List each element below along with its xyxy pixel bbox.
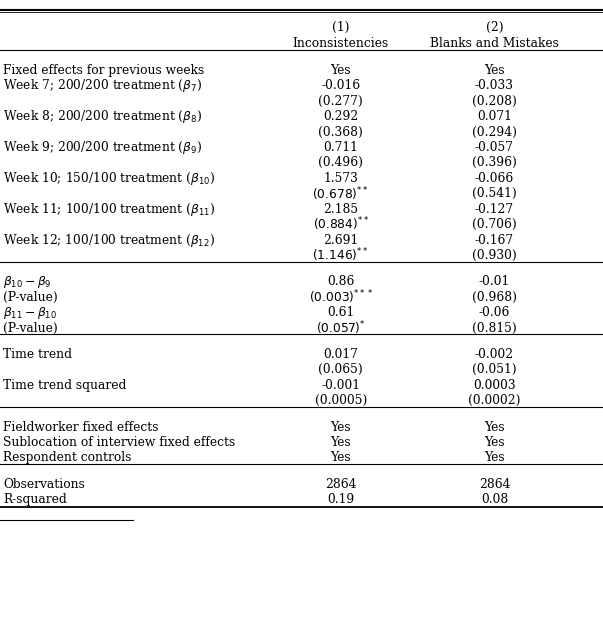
Text: -0.127: -0.127 xyxy=(475,203,514,216)
Text: -0.033: -0.033 xyxy=(475,79,514,93)
Text: Yes: Yes xyxy=(330,64,351,77)
Text: -0.01: -0.01 xyxy=(479,275,510,288)
Text: Week 8; 200/200 treatment ($\beta_8$): Week 8; 200/200 treatment ($\beta_8$) xyxy=(3,108,202,125)
Text: (0.541): (0.541) xyxy=(472,187,517,200)
Text: Respondent controls: Respondent controls xyxy=(3,451,131,465)
Text: 0.08: 0.08 xyxy=(481,493,508,506)
Text: -0.057: -0.057 xyxy=(475,141,514,154)
Text: -0.002: -0.002 xyxy=(475,348,514,361)
Text: Fixed effects for previous weeks: Fixed effects for previous weeks xyxy=(3,64,204,77)
Text: Yes: Yes xyxy=(330,451,351,465)
Text: -0.001: -0.001 xyxy=(321,379,360,392)
Text: (0.277): (0.277) xyxy=(318,94,363,108)
Text: (1): (1) xyxy=(332,21,350,34)
Text: 0.711: 0.711 xyxy=(323,141,358,154)
Text: 2864: 2864 xyxy=(325,478,356,491)
Text: 0.0003: 0.0003 xyxy=(473,379,516,392)
Text: Blanks and Mistakes: Blanks and Mistakes xyxy=(430,37,559,49)
Text: Fieldworker fixed effects: Fieldworker fixed effects xyxy=(3,420,159,434)
Text: (0.368): (0.368) xyxy=(318,126,363,139)
Text: (0.208): (0.208) xyxy=(472,94,517,108)
Text: $(0.003)^{***}$: $(0.003)^{***}$ xyxy=(309,288,373,306)
Text: Week 12; 100/100 treatment ($\beta_{12}$): Week 12; 100/100 treatment ($\beta_{12}$… xyxy=(3,231,215,249)
Text: $(0.884)^{**}$: $(0.884)^{**}$ xyxy=(312,216,369,233)
Text: $\beta_{10} - \beta_9$: $\beta_{10} - \beta_9$ xyxy=(3,274,52,290)
Text: Yes: Yes xyxy=(330,436,351,449)
Text: 0.292: 0.292 xyxy=(323,110,358,123)
Text: (0.396): (0.396) xyxy=(472,157,517,169)
Text: (0.968): (0.968) xyxy=(472,291,517,304)
Text: Yes: Yes xyxy=(484,451,505,465)
Text: (0.0002): (0.0002) xyxy=(468,394,521,407)
Text: $(0.057)^{*}$: $(0.057)^{*}$ xyxy=(316,320,365,337)
Text: (0.930): (0.930) xyxy=(472,249,517,262)
Text: 0.86: 0.86 xyxy=(327,275,355,288)
Text: (0.496): (0.496) xyxy=(318,157,363,169)
Text: -0.06: -0.06 xyxy=(479,306,510,319)
Text: Yes: Yes xyxy=(484,420,505,434)
Text: Yes: Yes xyxy=(484,436,505,449)
Text: 0.61: 0.61 xyxy=(327,306,355,319)
Text: 2864: 2864 xyxy=(479,478,510,491)
Text: Inconsistencies: Inconsistencies xyxy=(292,37,389,49)
Text: (0.0005): (0.0005) xyxy=(315,394,367,407)
Text: -0.066: -0.066 xyxy=(475,172,514,185)
Text: 2.185: 2.185 xyxy=(323,203,358,216)
Text: 2.691: 2.691 xyxy=(323,233,358,247)
Text: (0.815): (0.815) xyxy=(472,321,517,335)
Text: (0.706): (0.706) xyxy=(472,218,517,231)
Text: -0.167: -0.167 xyxy=(475,233,514,247)
Text: Time trend: Time trend xyxy=(3,348,72,361)
Text: Observations: Observations xyxy=(3,478,85,491)
Text: 0.071: 0.071 xyxy=(477,110,512,123)
Text: Yes: Yes xyxy=(484,64,505,77)
Text: (P-value): (P-value) xyxy=(3,321,58,335)
Text: (0.294): (0.294) xyxy=(472,126,517,139)
Text: -0.016: -0.016 xyxy=(321,79,360,93)
Text: (2): (2) xyxy=(485,21,504,34)
Text: Yes: Yes xyxy=(330,420,351,434)
Text: Sublocation of interview fixed effects: Sublocation of interview fixed effects xyxy=(3,436,235,449)
Text: R-squared: R-squared xyxy=(3,493,67,506)
Text: $(1.146)^{**}$: $(1.146)^{**}$ xyxy=(312,247,369,264)
Text: Week 9; 200/200 treatment ($\beta_9$): Week 9; 200/200 treatment ($\beta_9$) xyxy=(3,139,202,156)
Text: (0.065): (0.065) xyxy=(318,363,363,377)
Text: $\beta_{11} - \beta_{10}$: $\beta_{11} - \beta_{10}$ xyxy=(3,305,57,321)
Text: Time trend squared: Time trend squared xyxy=(3,379,127,392)
Text: Week 10; 150/100 treatment ($\beta_{10}$): Week 10; 150/100 treatment ($\beta_{10}$… xyxy=(3,170,215,187)
Text: (P-value): (P-value) xyxy=(3,291,58,304)
Text: 0.017: 0.017 xyxy=(323,348,358,361)
Text: 1.573: 1.573 xyxy=(323,172,358,185)
Text: 0.19: 0.19 xyxy=(327,493,355,506)
Text: Week 11; 100/100 treatment ($\beta_{11}$): Week 11; 100/100 treatment ($\beta_{11}$… xyxy=(3,201,215,217)
Text: (0.051): (0.051) xyxy=(472,363,517,377)
Text: $(0.678)^{**}$: $(0.678)^{**}$ xyxy=(312,185,369,203)
Text: Week 7; 200/200 treatment ($\beta_7$): Week 7; 200/200 treatment ($\beta_7$) xyxy=(3,77,202,94)
